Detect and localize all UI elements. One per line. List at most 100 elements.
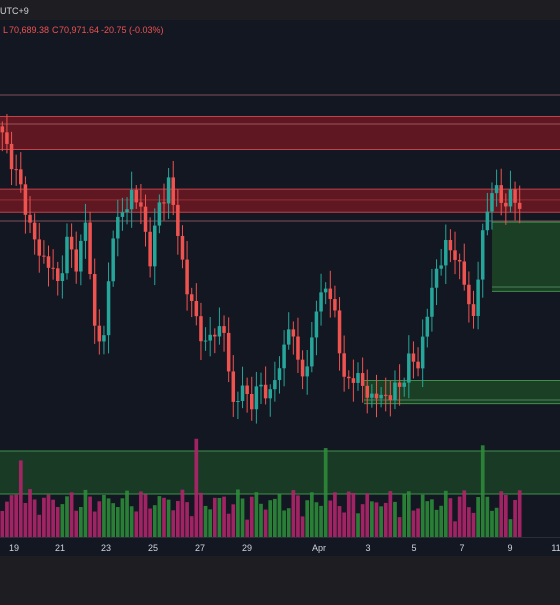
candle-body [485,211,490,231]
candle [356,362,360,391]
ohlc-legend: L 70,689.38 C 70,971.64 -20.75 (-0.03%) [3,25,164,35]
candle [157,194,162,234]
change-value: -20.75 (-0.03%) [101,25,164,35]
candle [226,317,231,383]
candle-body [310,337,314,367]
candle-body [148,231,152,267]
volume-bar [60,504,65,537]
candle-body [457,259,462,262]
candle-body [125,209,129,213]
candle-body [439,265,443,269]
candle [407,335,411,399]
volume-bar [300,516,305,537]
candle [83,203,88,259]
volume-bar [263,509,268,537]
candle [88,211,92,280]
candle [176,189,180,255]
candle [162,183,166,221]
candle [347,370,351,390]
volume-bar [199,492,203,537]
demand-zone [492,222,560,292]
candle-body [337,310,342,354]
candle-body [328,288,333,300]
candle-body [79,240,83,272]
volume-bar [157,496,162,537]
candle-body [476,279,480,316]
volume-bar [457,496,462,537]
candle-body [383,394,388,396]
volume-bar [291,490,296,537]
candle-body [120,212,125,217]
volume-bar [346,491,351,537]
close-value: 70,971.64 [59,25,99,35]
candle-body [166,177,171,204]
candle [333,285,337,318]
supply-zone [0,189,560,213]
volume-bar [55,506,60,537]
candle [314,300,319,356]
candle [310,321,314,373]
candle-body [5,132,9,144]
candle [273,361,277,402]
volume-bar [185,502,189,537]
volume-bar [494,507,499,537]
candle [102,325,106,355]
volume-bar [120,498,125,537]
volume-bar [42,497,46,537]
candle [203,327,208,351]
volume-bar [5,501,9,537]
candle-body [176,204,180,236]
top-frame-bar [0,0,560,20]
candle-body [60,273,65,282]
candle-body [365,385,370,398]
volume-bar [212,497,217,537]
volume-bar [254,492,259,537]
candle [439,248,443,276]
candle-body [152,225,157,267]
candle [143,194,148,247]
volume-bar [328,500,333,537]
candles-layer [0,114,522,424]
volume-bar [152,505,157,537]
candle-body [504,202,508,207]
candle [444,224,448,284]
volume-bar [467,507,471,537]
volume-bar [453,521,457,537]
candle-body [407,353,411,383]
volume-bar [337,506,342,537]
candle [19,152,23,193]
candle-body [250,394,254,410]
volume-bar [508,519,513,537]
low-value: 70,689.38 [9,25,49,35]
candle-body [92,274,97,326]
candle [236,391,240,420]
volume-bar [513,499,517,537]
volume-bar [106,498,111,537]
volume-bar [46,494,51,537]
volume-bar [102,495,106,537]
volume-bar [356,513,360,537]
candle [494,169,499,207]
demand-zone [364,380,560,404]
candle [517,185,522,224]
candle [416,347,420,377]
volume-bar [314,502,319,537]
volume-bar [351,492,356,537]
candle [9,131,14,186]
volume-bar [166,499,171,537]
candle [46,245,51,287]
candle [480,223,485,298]
candle [370,384,374,408]
candle-body [9,143,14,170]
candle [430,268,434,332]
candle [0,121,5,152]
candle [60,255,65,299]
candle-body [370,393,374,398]
candle [448,229,453,263]
candle [476,261,480,330]
candle-body [416,361,420,369]
candle-body [397,382,402,387]
candle-body [32,222,37,240]
